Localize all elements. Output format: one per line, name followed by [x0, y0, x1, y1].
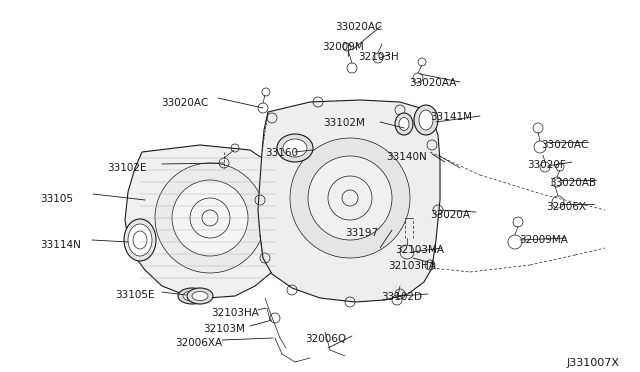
Text: 33020AA: 33020AA — [409, 78, 456, 88]
Ellipse shape — [192, 292, 208, 301]
Ellipse shape — [419, 110, 433, 130]
Text: J331007X: J331007X — [567, 358, 620, 368]
Circle shape — [290, 138, 410, 258]
Text: 32006XA: 32006XA — [175, 338, 222, 348]
Ellipse shape — [178, 288, 206, 304]
Circle shape — [308, 156, 392, 240]
Text: 32103MA: 32103MA — [395, 245, 444, 255]
Ellipse shape — [187, 288, 213, 304]
Text: 33105: 33105 — [40, 194, 73, 204]
Text: 32103H: 32103H — [358, 52, 399, 62]
Polygon shape — [125, 145, 280, 298]
Text: 33114N: 33114N — [40, 240, 81, 250]
Text: 33102E: 33102E — [107, 163, 147, 173]
Ellipse shape — [277, 134, 313, 162]
Ellipse shape — [395, 113, 413, 135]
Text: 33140N: 33140N — [386, 152, 427, 162]
Text: 33020AC: 33020AC — [335, 22, 382, 32]
Text: 33020F: 33020F — [527, 160, 566, 170]
Text: 33020AC: 33020AC — [161, 98, 208, 108]
Text: 33020A: 33020A — [430, 210, 470, 220]
Text: 32009M: 32009M — [322, 42, 364, 52]
Ellipse shape — [414, 105, 438, 135]
Text: 32103M: 32103M — [203, 324, 245, 334]
Text: 32103HA: 32103HA — [211, 308, 259, 318]
Text: 33105E: 33105E — [115, 290, 154, 300]
Ellipse shape — [128, 224, 152, 256]
Text: 33141M: 33141M — [430, 112, 472, 122]
Text: 32006Q: 32006Q — [305, 334, 346, 344]
Text: 33102D: 33102D — [381, 292, 422, 302]
Text: 33020AC: 33020AC — [541, 140, 588, 150]
Text: 32103HA: 32103HA — [388, 261, 436, 271]
Ellipse shape — [283, 139, 307, 157]
Text: 33197: 33197 — [345, 228, 378, 238]
Ellipse shape — [183, 291, 201, 301]
Text: 33160: 33160 — [265, 148, 298, 158]
Circle shape — [172, 180, 248, 256]
Circle shape — [155, 163, 265, 273]
Polygon shape — [258, 100, 440, 302]
Text: 33102M: 33102M — [323, 118, 365, 128]
Ellipse shape — [124, 219, 156, 261]
Text: 33020AB: 33020AB — [549, 178, 596, 188]
Ellipse shape — [399, 118, 409, 131]
Text: 32009MA: 32009MA — [519, 235, 568, 245]
Text: 32006X: 32006X — [546, 202, 586, 212]
